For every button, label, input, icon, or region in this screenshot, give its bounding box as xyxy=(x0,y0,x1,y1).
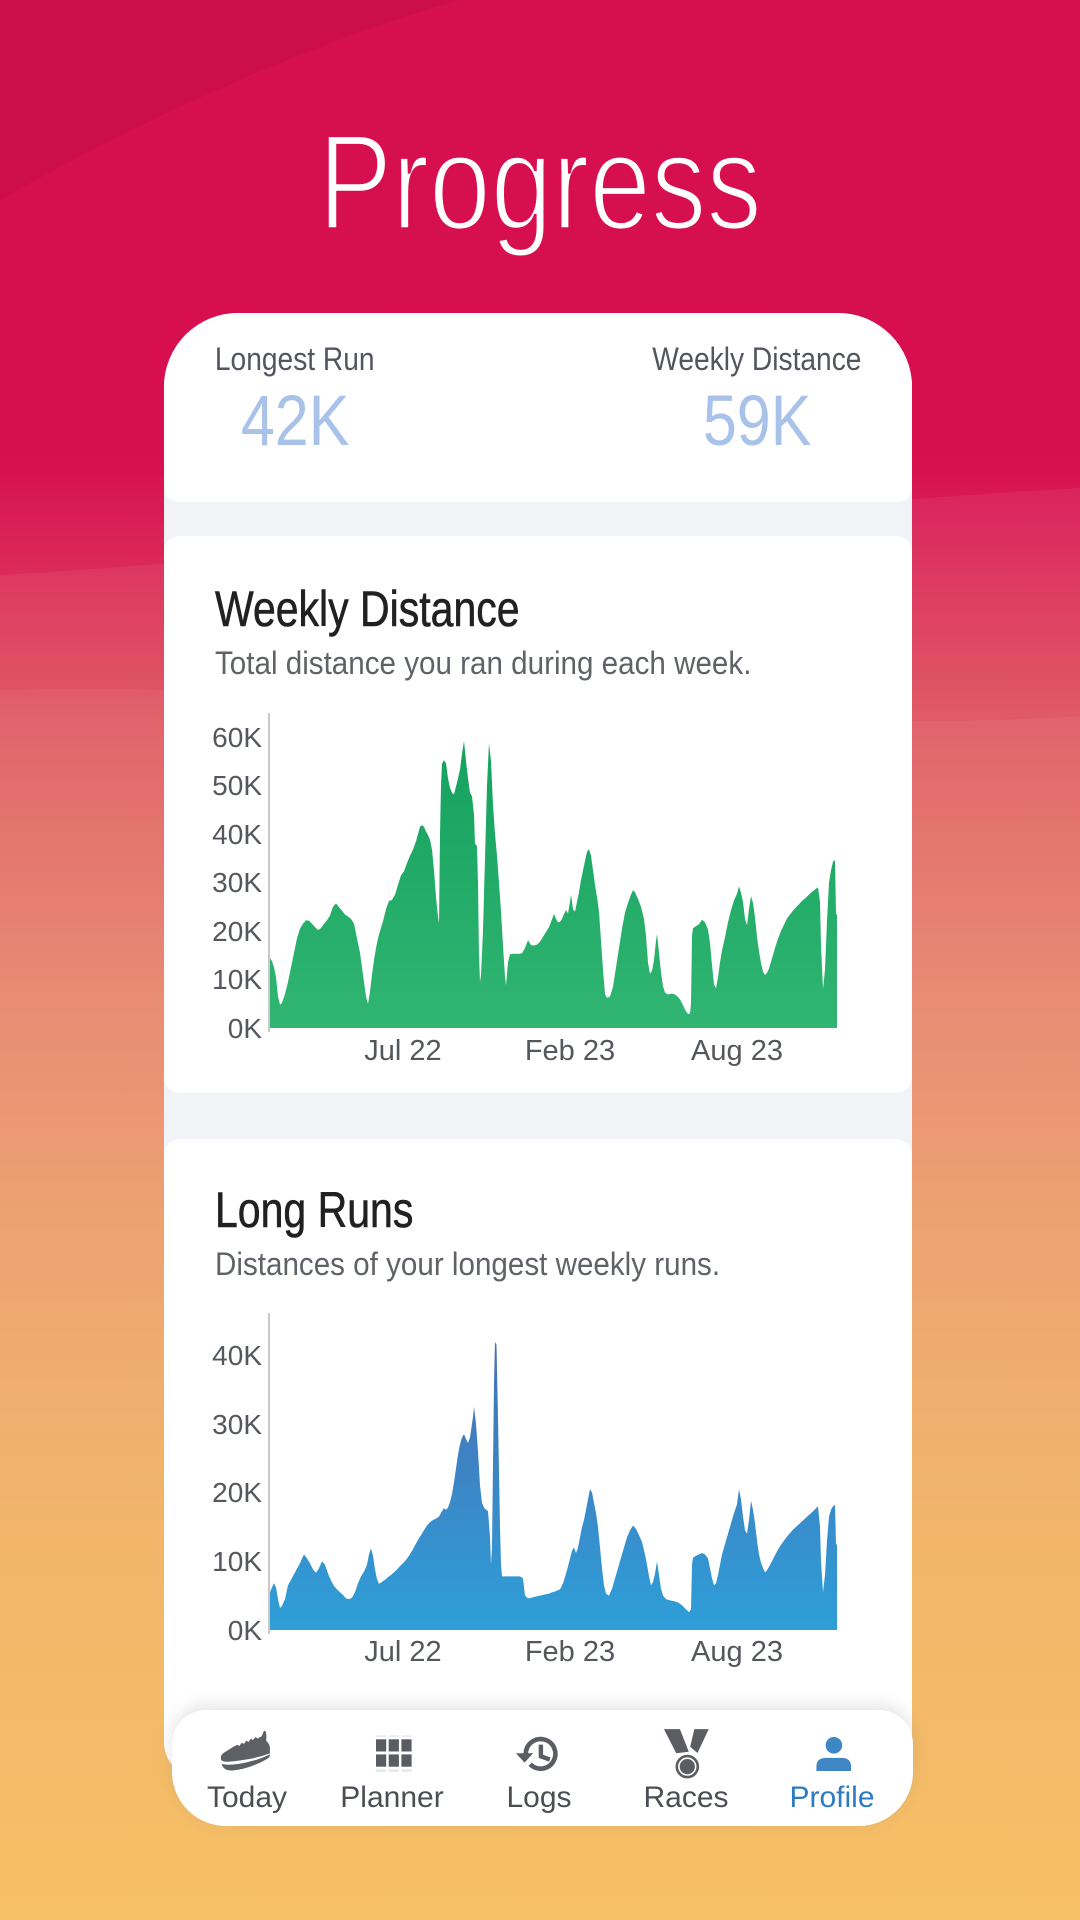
svg-text:Jul 22: Jul 22 xyxy=(364,1636,441,1668)
svg-text:Feb 23: Feb 23 xyxy=(525,1636,615,1668)
svg-text:Aug 23: Aug 23 xyxy=(691,1035,783,1067)
svg-text:60K: 60K xyxy=(212,722,262,753)
svg-text:Aug 23: Aug 23 xyxy=(691,1636,783,1668)
svg-text:20K: 20K xyxy=(212,916,262,947)
svg-text:30K: 30K xyxy=(212,867,262,898)
svg-text:0K: 0K xyxy=(228,1615,263,1646)
svg-text:0K: 0K xyxy=(228,1013,263,1044)
svg-text:40K: 40K xyxy=(212,819,262,850)
svg-text:20K: 20K xyxy=(212,1477,262,1508)
svg-text:10K: 10K xyxy=(212,1546,262,1577)
svg-text:10K: 10K xyxy=(212,964,262,995)
svg-text:50K: 50K xyxy=(212,770,262,801)
svg-text:Jul 22: Jul 22 xyxy=(364,1035,441,1067)
svg-text:30K: 30K xyxy=(212,1409,262,1440)
svg-text:40K: 40K xyxy=(212,1340,262,1371)
svg-text:Feb 23: Feb 23 xyxy=(525,1035,615,1067)
